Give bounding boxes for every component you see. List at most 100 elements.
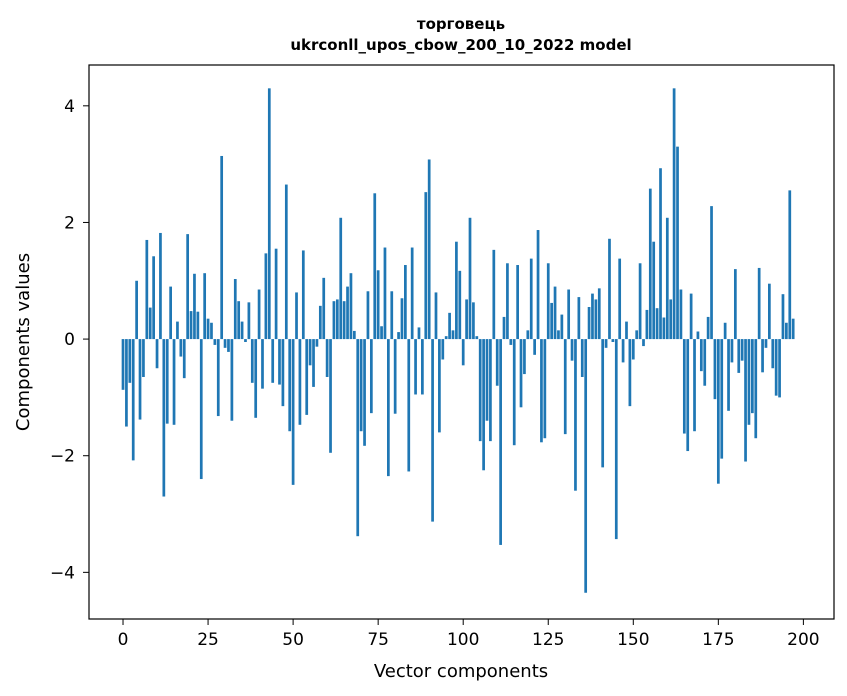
bar-159 (662, 317, 666, 340)
bar-163 (676, 146, 679, 340)
bar-168 (693, 339, 696, 432)
bar-67 (349, 273, 353, 340)
bar-1 (125, 339, 128, 427)
bar-164 (679, 289, 683, 340)
bar-69 (356, 339, 360, 537)
bar-62 (332, 301, 336, 340)
bar-149 (628, 339, 632, 407)
bar-80 (393, 339, 397, 414)
bar-146 (618, 258, 622, 340)
bar-88 (421, 339, 424, 395)
y-tick-label: 0 (64, 330, 75, 350)
bar-96 (448, 312, 451, 340)
bar-34 (237, 301, 241, 340)
bar-54 (305, 339, 309, 415)
bar-86 (414, 339, 417, 395)
bar-172 (706, 316, 710, 340)
bar-138 (591, 293, 594, 340)
bar-105 (478, 339, 482, 442)
bar-8 (148, 307, 152, 340)
y-axis: −4 −2 0 2 4 (50, 97, 89, 583)
bar-110 (495, 339, 499, 386)
bar-57 (315, 339, 319, 347)
bar-37 (247, 302, 251, 340)
bar-9 (152, 256, 155, 340)
bar-129 (560, 314, 564, 340)
bar-141 (601, 339, 605, 468)
bar-151 (635, 330, 639, 340)
y-tick-label: 4 (64, 97, 75, 117)
bar-154 (645, 309, 649, 340)
bar-40 (257, 289, 261, 340)
bar-84 (407, 339, 411, 472)
bar-81 (397, 332, 400, 340)
bar-187 (757, 267, 761, 340)
bar-185 (751, 339, 754, 414)
bar-87 (417, 327, 421, 340)
bar-189 (764, 339, 768, 348)
bar-15 (172, 339, 176, 425)
bar-177 (723, 322, 727, 340)
bar-94 (441, 339, 445, 360)
bar-61 (329, 339, 332, 453)
bar-155 (648, 188, 652, 340)
bar-90 (427, 159, 431, 340)
y-tick-label: 2 (64, 213, 75, 233)
bar-190 (768, 283, 771, 340)
bar-79 (390, 291, 394, 340)
bar-29 (220, 155, 224, 340)
chart-subtitle: ukrconll_upos_cbow_200_10_2022 model (290, 36, 631, 54)
bar-176 (720, 339, 724, 459)
bar-145 (614, 339, 618, 540)
bar-194 (781, 294, 785, 340)
bar-97 (451, 330, 455, 340)
bar-116 (516, 265, 519, 340)
bar-64 (339, 217, 343, 340)
bar-102 (468, 217, 472, 340)
bar-32 (230, 339, 234, 421)
bar-170 (699, 339, 703, 372)
bar-137 (587, 307, 591, 340)
bar-46 (278, 339, 281, 385)
bar-178 (727, 339, 730, 411)
bar-82 (400, 298, 404, 340)
x-tick-label: 0 (118, 630, 129, 650)
bar-33 (233, 279, 237, 340)
bar-92 (434, 292, 438, 340)
bar-113 (506, 263, 509, 340)
bar-26 (210, 322, 213, 340)
bar-180 (733, 269, 737, 340)
bar-136 (584, 339, 588, 593)
bars-group (121, 88, 795, 593)
bar-98 (455, 241, 458, 340)
bar-182 (740, 339, 744, 361)
bar-166 (686, 339, 690, 452)
bar-38 (250, 339, 254, 383)
bar-122 (536, 230, 540, 340)
bar-111 (499, 339, 502, 545)
bar-51 (295, 292, 298, 340)
bar-130 (563, 339, 567, 435)
bar-45 (274, 248, 278, 340)
bar-150 (631, 339, 635, 360)
bar-139 (594, 299, 598, 340)
bar-91 (431, 339, 434, 522)
x-tick-label: 100 (447, 630, 479, 650)
bar-132 (570, 339, 574, 361)
bar-56 (312, 339, 315, 387)
bar-114 (509, 339, 513, 345)
bar-63 (335, 299, 339, 340)
bar-153 (642, 339, 645, 347)
bar-196 (788, 190, 792, 340)
bar-4 (135, 280, 138, 340)
bar-52 (298, 339, 302, 425)
bar-161 (669, 299, 673, 340)
bar-16 (176, 321, 179, 340)
bar-58 (318, 305, 322, 340)
bar-143 (608, 238, 611, 340)
y-tick-label: −2 (50, 447, 75, 467)
bar-152 (638, 263, 642, 340)
bar-191 (771, 339, 775, 369)
bar-19 (186, 234, 190, 340)
bar-3 (131, 339, 135, 461)
